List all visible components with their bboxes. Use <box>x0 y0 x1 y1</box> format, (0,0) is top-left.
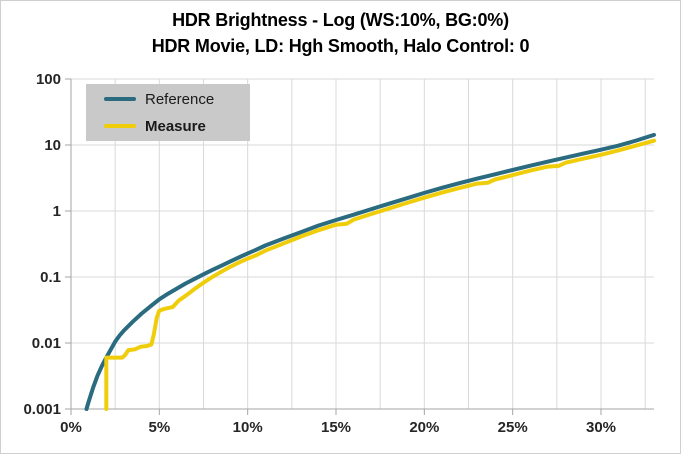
y-tick-label: 1 <box>53 203 61 220</box>
x-tick-label: 30% <box>586 419 616 436</box>
x-tick-label: 0% <box>60 419 82 436</box>
legend-label-measure: Measure <box>145 117 206 135</box>
y-tick-label: 0.1 <box>40 269 61 286</box>
measure-line-swatch <box>104 124 136 128</box>
measure-line <box>104 138 656 411</box>
y-tick-label: 0.01 <box>32 335 61 352</box>
x-tick-label: 25% <box>498 419 528 436</box>
legend-label-reference: Reference <box>145 90 215 108</box>
x-tick-label: 20% <box>409 419 439 436</box>
legend: Reference Measure <box>86 84 250 141</box>
chart-title: HDR Brightness - Log (WS:10%, BG:0%) <box>172 10 509 30</box>
x-tick-label: 5% <box>148 419 170 436</box>
chart-subtitle: HDR Movie, LD: Hgh Smooth, Halo Control:… <box>151 36 530 56</box>
y-tick-label: 100 <box>36 71 61 88</box>
legend-item-measure: Measure <box>104 118 250 135</box>
title-block: HDR Brightness - Log (WS:10%, BG:0%) HDR… <box>1 7 680 59</box>
y-tick-label: 10 <box>44 137 61 154</box>
reference-line <box>84 132 656 411</box>
y-tick-label: 0.001 <box>23 401 61 418</box>
x-tick-label: 10% <box>233 419 263 436</box>
reference-line-swatch <box>104 97 136 101</box>
x-tick-label: 15% <box>321 419 351 436</box>
legend-item-reference: Reference <box>104 91 250 108</box>
